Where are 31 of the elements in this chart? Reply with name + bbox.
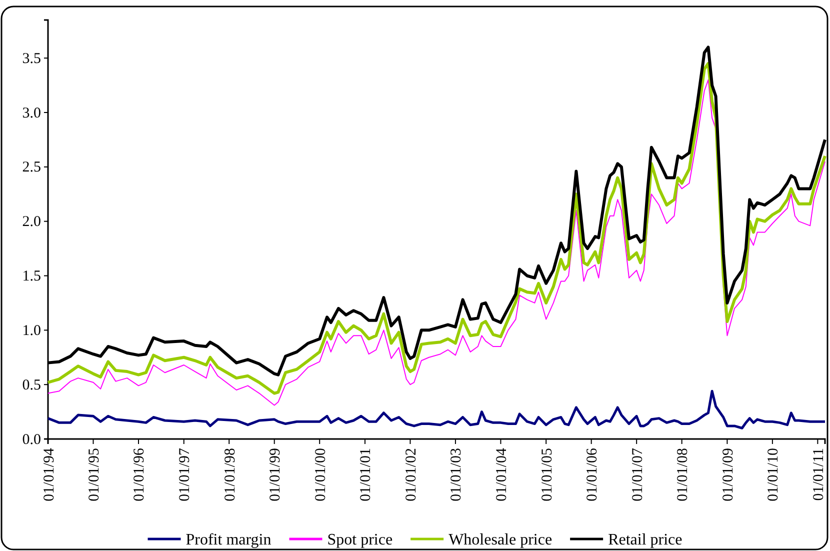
y-tick-label: 3.5 [22,50,41,67]
x-tick-label: 01/01/94 [41,448,58,502]
y-tick-label: 2.5 [22,160,41,176]
line-series [46,390,826,430]
legend-label: Retail price [608,532,682,549]
x-tick-label: 01/01/02 [403,448,420,502]
y-tick-label: 1.0 [22,322,41,339]
x-tick-label: 01/01/06 [584,448,601,502]
x-tick-label: 01/01/07 [630,448,646,502]
y-tick-label: 2.0 [22,214,41,230]
x-tick-label: 01/01/97 [177,448,194,502]
x-tick-label: 01/01/95 [86,448,102,502]
x-tick-label: 01/01/11 [810,448,827,501]
x-tick-label: 01/01/05 [539,448,556,502]
legend-label: Profit margin [186,532,272,549]
x-tick-label: 01/01/98 [222,448,238,502]
legend-label: Spot price [327,532,393,549]
x-tick-label: 01/01/00 [312,448,329,502]
y-tick-label: 0.5 [22,377,41,394]
x-tick-label: 01/01/01 [358,448,374,502]
x-tick-label: 01/01/10 [766,448,782,502]
x-tick-label: 01/01/96 [132,448,148,502]
y-tick-label: 1.5 [22,268,41,285]
x-tick-label: 01/01/03 [448,448,465,502]
x-tick-label: 01/01/99 [268,448,284,502]
y-tick-label: 0.0 [22,432,41,448]
x-tick-label: 01/01/04 [494,448,510,502]
legend-label: Wholesale price [448,532,552,549]
x-tick-label: 01/01/08 [675,448,692,502]
x-tick-label: 01/01/09 [720,448,736,502]
y-tick-label: 3.0 [22,105,41,122]
